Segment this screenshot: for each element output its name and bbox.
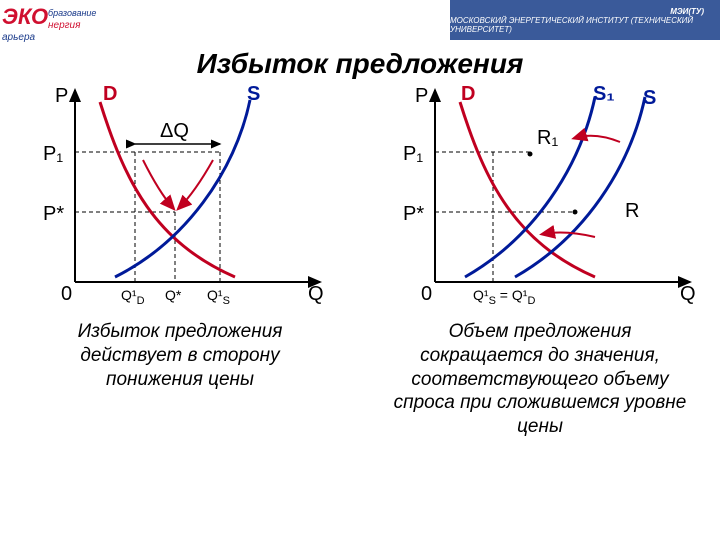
svg-text:P*: P* (403, 203, 424, 225)
svg-text:Q¹D: Q¹D (121, 287, 145, 307)
mei-sublabel: МОСКОВСКИЙ ЭНЕРГЕТИЧЕСКИЙ ИНСТИТУТ (ТЕХН… (450, 16, 710, 34)
svg-text:арьера: арьера (2, 32, 36, 43)
svg-text:ЭКО: ЭКО (2, 4, 48, 29)
svg-text:Q: Q (308, 283, 324, 305)
svg-text:Q: Q (680, 283, 696, 305)
svg-text:нергия: нергия (48, 20, 81, 31)
header: ЭКО нергия бразование арьера МЭИ(ТУ) МОС… (0, 0, 720, 48)
svg-text:S: S (643, 87, 656, 109)
svg-text:P: P (415, 85, 428, 107)
svg-text:0: 0 (61, 283, 72, 305)
svg-text:S₁: S₁ (593, 83, 615, 105)
svg-text:P₁: P₁ (403, 143, 423, 165)
svg-text:D: D (103, 83, 117, 105)
panels: P Q P₁ P* 0 D S ΔQ Q¹D Q* Q¹S Избыток пр… (0, 82, 720, 439)
left-chart: P Q P₁ P* 0 D S ΔQ Q¹D Q* Q¹S (25, 82, 335, 312)
svg-text:P₁: P₁ (43, 143, 63, 165)
right-panel: P Q P₁ P* 0 D S S₁ R R₁ Q¹S = Q¹D Объем … (385, 82, 695, 439)
eco-logo-icon: ЭКО нергия бразование арьера (0, 0, 150, 48)
logo-right: МЭИ(ТУ) МОСКОВСКИЙ ЭНЕРГЕТИЧЕСКИЙ ИНСТИТ… (450, 0, 720, 40)
mei-label: МЭИ(ТУ) (670, 7, 710, 16)
svg-text:S: S (247, 83, 260, 105)
svg-text:P*: P* (43, 203, 64, 225)
left-chart-svg: P Q P₁ P* 0 D S ΔQ Q¹D Q* Q¹S (25, 82, 335, 312)
right-caption: Объем предложения сокращается до значени… (390, 320, 690, 439)
svg-text:R: R (625, 200, 639, 222)
page-title: Избыток предложения (0, 48, 720, 80)
svg-text:D: D (461, 83, 475, 105)
left-caption: Избыток предложения действует в сторону … (30, 320, 330, 391)
svg-text:P: P (55, 85, 68, 107)
svg-text:0: 0 (421, 283, 432, 305)
right-chart: P Q P₁ P* 0 D S S₁ R R₁ Q¹S = Q¹D (385, 82, 695, 312)
right-chart-svg: P Q P₁ P* 0 D S S₁ R R₁ Q¹S = Q¹D (385, 82, 705, 312)
svg-text:бразование: бразование (48, 8, 96, 18)
logo-left: ЭКО нергия бразование арьера (0, 0, 150, 48)
svg-text:Q*: Q* (165, 287, 182, 303)
svg-text:R₁: R₁ (537, 127, 558, 149)
svg-text:Q¹S: Q¹S (207, 287, 230, 307)
left-panel: P Q P₁ P* 0 D S ΔQ Q¹D Q* Q¹S Избыток пр… (25, 82, 335, 439)
svg-text:ΔQ: ΔQ (160, 120, 189, 142)
svg-text:Q¹S = Q¹D: Q¹S = Q¹D (473, 287, 535, 307)
